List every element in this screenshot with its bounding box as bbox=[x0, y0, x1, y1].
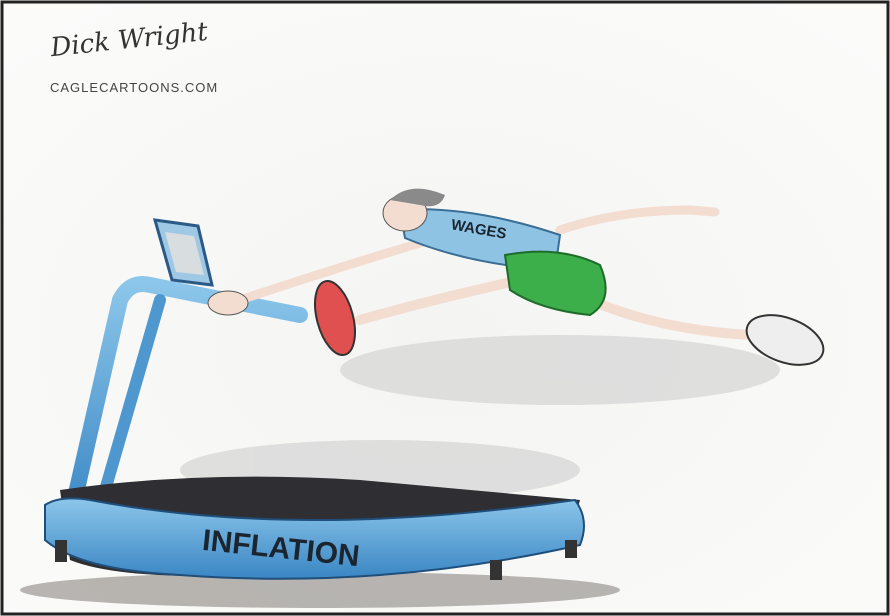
credit: CAGLECARTOONS.COM bbox=[50, 80, 218, 95]
motion-blur bbox=[20, 335, 780, 608]
runner: WAGES bbox=[207, 188, 825, 366]
treadmill: INFLATION bbox=[44, 218, 585, 580]
